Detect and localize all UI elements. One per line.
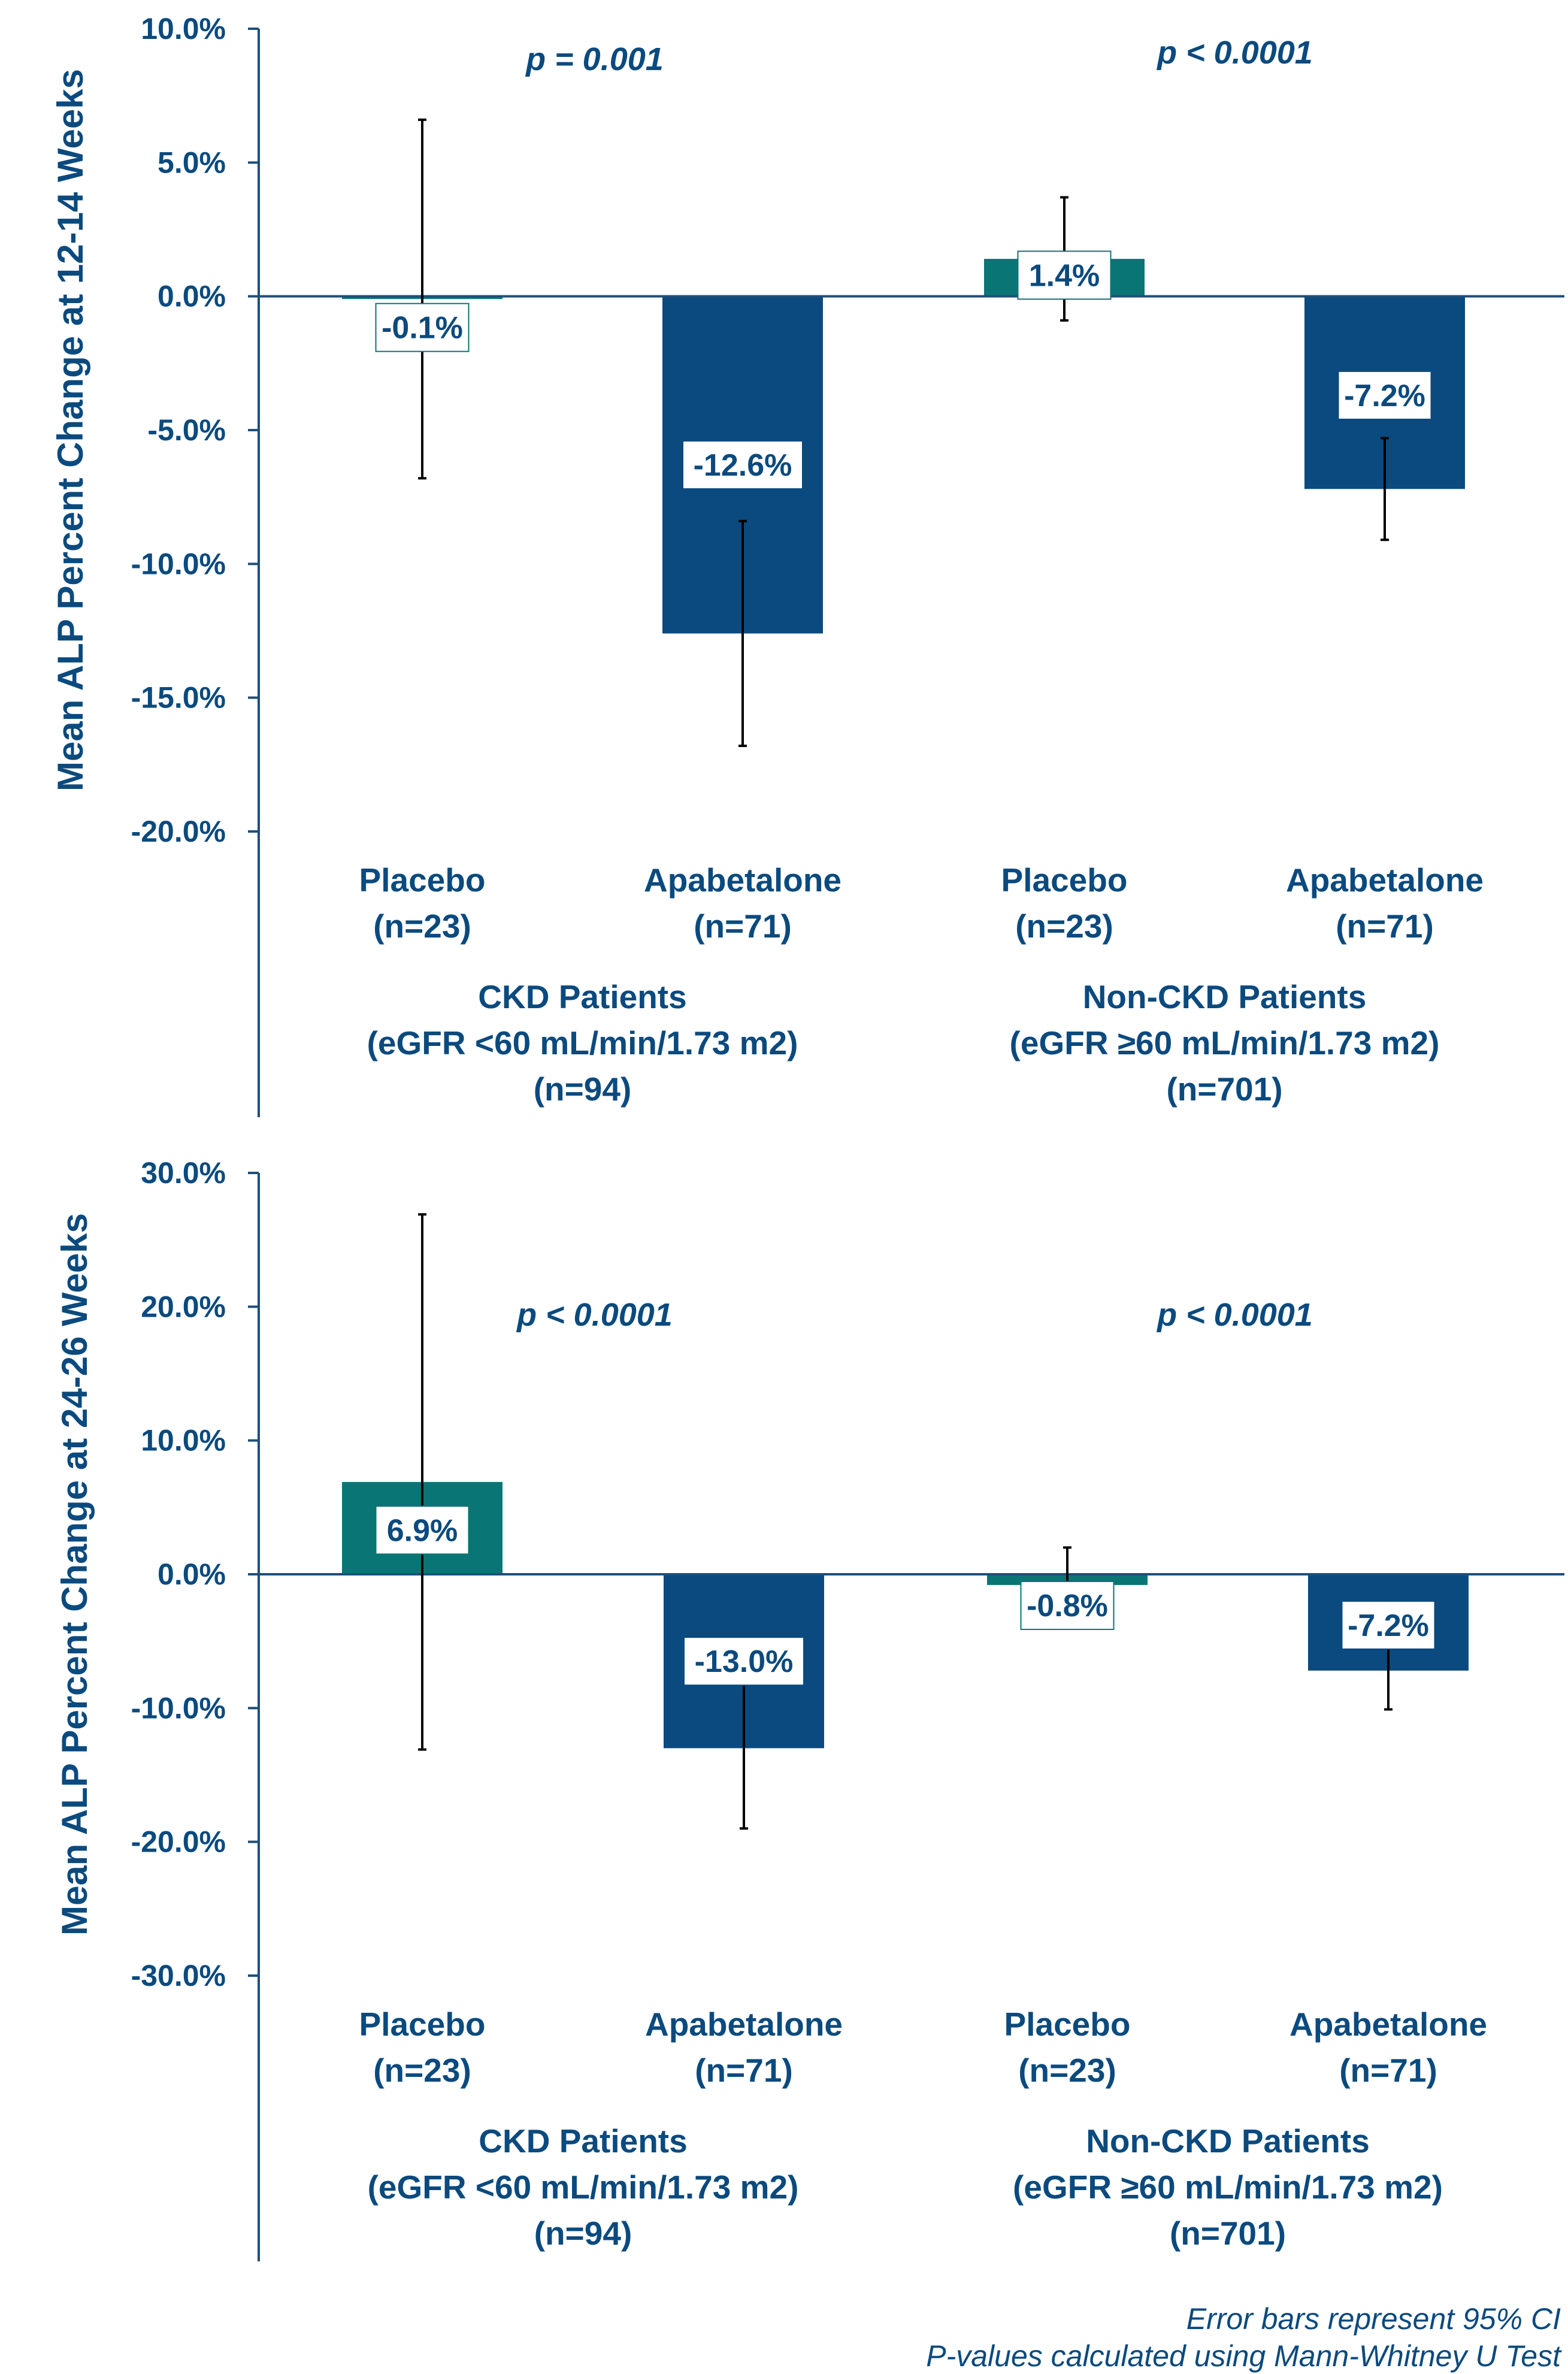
category-n-label: (n=71) [1336, 908, 1434, 945]
category-n-label: (n=23) [1018, 2052, 1116, 2089]
y-tick-label: 5.0% [158, 146, 226, 179]
category-label: Apabetalone [1289, 2006, 1487, 2043]
group-label-line: Non-CKD Patients [1083, 978, 1367, 1015]
footnote-p-values: P-values calculated using Mann-Whitney U… [926, 2339, 1562, 2373]
p-value-label: p < 0.0001 [1156, 1297, 1313, 1333]
y-tick-label: 10.0% [141, 1424, 226, 1457]
group-label-line: CKD Patients [478, 978, 686, 1015]
chart-panel-12-14-weeks: 10.0% 5.0% 0.0% -5.0% -10.0% -15.0% -20.0% Mean… [50, 12, 1564, 1117]
category-label: Placebo [359, 2006, 486, 2043]
y-tick-label: -10.0% [131, 547, 226, 580]
data-label: -7.2% [1344, 379, 1425, 413]
y-tick-label: -30.0% [131, 1959, 226, 1992]
y-tick-label: 10.0% [141, 12, 226, 46]
data-label: -0.1% [382, 311, 463, 346]
group-label-line: (n=701) [1170, 2215, 1286, 2252]
group-label-line: (n=94) [534, 1070, 632, 1108]
data-label-box [375, 1505, 470, 1555]
category-n-label: (n=71) [1339, 2052, 1437, 2089]
y-axis-title: Mean ALP Percent Change at 12-14 Weeks [50, 69, 90, 791]
y-tick-label: -20.0% [131, 1825, 226, 1859]
footnote-error-bars: Error bars represent 95% CI [1186, 2302, 1561, 2336]
group-label-line: (eGFR ≥60 mL/min/1.73 m2) [1010, 1024, 1440, 1062]
data-label-box [1020, 1581, 1115, 1630]
p-value-label: p < 0.0001 [516, 1297, 673, 1333]
data-label: -12.6% [694, 448, 792, 483]
group-label-line: Non-CKD Patients [1086, 2122, 1370, 2160]
category-label: Placebo [359, 861, 486, 899]
y-tick-label: -15.0% [131, 681, 226, 715]
data-label-box [682, 440, 803, 490]
data-label: -7.2% [1348, 1608, 1429, 1643]
y-tick-label: 0.0% [158, 1558, 226, 1591]
data-label-box [1337, 370, 1432, 420]
category-label: Placebo [1004, 2006, 1131, 2043]
group-label-line: (eGFR <60 mL/min/1.73 m2) [367, 1024, 798, 1062]
category-n-label: (n=23) [373, 908, 471, 945]
y-tick-label: -20.0% [131, 815, 226, 848]
group-label-line: (eGFR ≥60 mL/min/1.73 m2) [1013, 2169, 1443, 2206]
data-label: -0.8% [1027, 1589, 1108, 1623]
data-label: 1.4% [1029, 258, 1100, 293]
group-label-line: (n=94) [534, 2215, 632, 2252]
category-n-label: (n=23) [1015, 908, 1113, 945]
data-label-box [1017, 250, 1112, 300]
y-tick-label: 20.0% [141, 1290, 226, 1323]
group-label-line: (eGFR <60 mL/min/1.73 m2) [368, 2169, 799, 2206]
data-label-box [683, 1637, 804, 1686]
category-n-label: (n=23) [373, 2052, 471, 2089]
data-label-box [1341, 1600, 1436, 1650]
y-tick-label: 30.0% [141, 1156, 226, 1190]
group-label-line: (n=701) [1166, 1070, 1282, 1108]
y-axis-title: Mean ALP Percent Change at 24-26 Weeks [55, 1213, 95, 1936]
category-n-label: (n=71) [694, 908, 792, 945]
y-tick-label: -5.0% [147, 413, 226, 447]
chart-panel-24-26-weeks: 30.0% 20.0% 10.0% 0.0% -10.0% -20.0% -30.0% Mea… [55, 1156, 1564, 2261]
category-label: Placebo [1001, 861, 1128, 899]
y-tick-label: -10.0% [131, 1691, 226, 1725]
data-label: -13.0% [695, 1644, 794, 1679]
group-label-line: CKD Patients [479, 2122, 687, 2160]
data-label: 6.9% [387, 1513, 458, 1548]
y-tick-label: 0.0% [158, 280, 226, 313]
category-label: Apabetalone [1286, 861, 1484, 899]
category-label: Apabetalone [644, 861, 841, 899]
data-label-box [375, 303, 470, 352]
category-n-label: (n=71) [695, 2052, 793, 2089]
category-label: Apabetalone [645, 2006, 843, 2043]
p-value-label: p < 0.0001 [1156, 35, 1313, 71]
p-value-label: p = 0.001 [525, 41, 664, 77]
